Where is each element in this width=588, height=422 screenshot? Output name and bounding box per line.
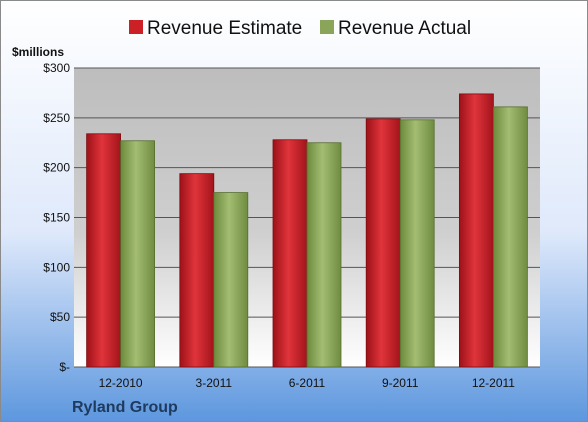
x-tick-label: 12-2010	[99, 376, 143, 390]
x-tick-label: 6-2011	[289, 376, 326, 390]
bar-revenue-actual	[306, 142, 342, 368]
company-name: Ryland Group	[72, 399, 178, 416]
bar-revenue-estimate	[458, 93, 494, 368]
x-tick-label: 12-2011	[472, 376, 515, 390]
bar-revenue-actual	[213, 192, 249, 368]
y-unit-label: $millions	[12, 45, 64, 59]
legend-swatch-actual	[320, 20, 334, 34]
y-tick-label: $200	[43, 161, 70, 175]
legend-swatch-estimate	[129, 20, 143, 34]
legend-label-estimate: Revenue Estimate	[147, 18, 302, 39]
y-tick-label: $150	[43, 211, 70, 225]
bar-revenue-actual	[399, 119, 435, 368]
legend: Revenue Estimate Revenue Actual	[129, 18, 471, 39]
y-tick-label: $250	[43, 111, 70, 125]
y-tick-label: $100	[43, 260, 70, 274]
bar-revenue-estimate	[365, 118, 401, 368]
bar-revenue-actual	[492, 106, 528, 368]
x-tick-label: 9-2011	[382, 376, 419, 390]
bar-revenue-estimate	[272, 139, 308, 368]
y-tick-label: $300	[43, 61, 70, 75]
y-tick-label: $50	[50, 310, 70, 324]
y-tick-label: $-	[59, 360, 70, 374]
bar-revenue-estimate	[86, 133, 121, 368]
bar-revenue-estimate	[179, 173, 215, 368]
y-axis-ticks: $- $50 $100 $150 $200 $250 $300	[43, 61, 70, 374]
bar-revenue-actual	[120, 140, 155, 368]
x-tick-label: 3-2011	[196, 376, 233, 390]
bars	[86, 93, 528, 368]
legend-label-actual: Revenue Actual	[338, 18, 471, 39]
x-axis-ticks: 12-2010 3-2011 6-2011 9-2011 12-2011	[99, 376, 516, 390]
